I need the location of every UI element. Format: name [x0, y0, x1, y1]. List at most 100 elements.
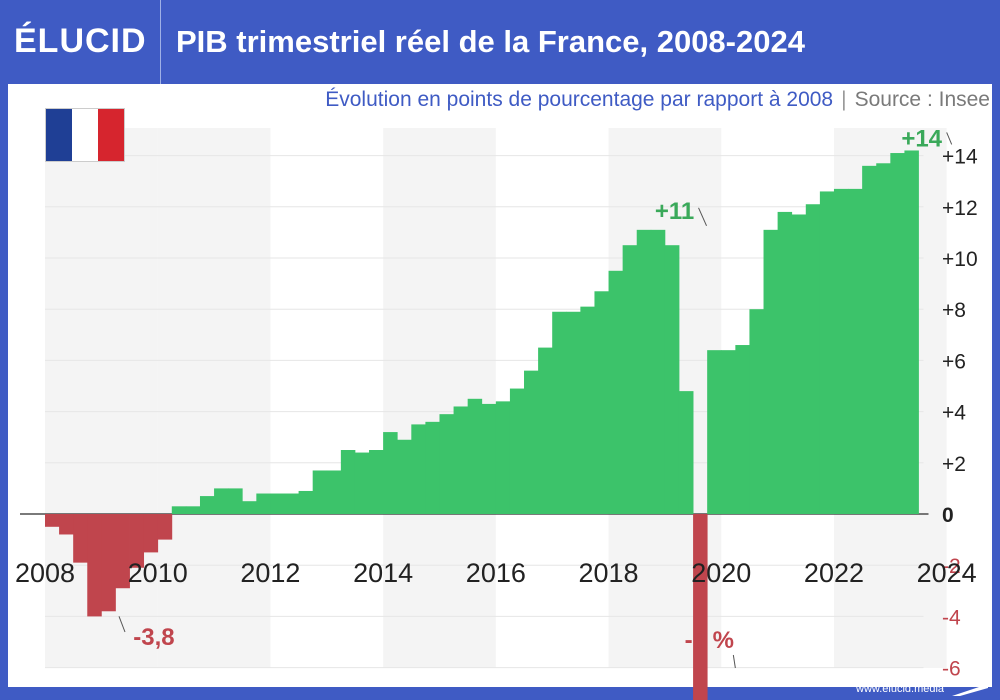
data-bar [763, 229, 779, 514]
data-bar [890, 153, 905, 515]
data-bar [552, 311, 567, 514]
footer-url[interactable]: www.elucid.media [856, 683, 945, 695]
data-bar [157, 514, 173, 540]
data-bar [425, 421, 440, 514]
data-bar [707, 350, 722, 514]
annotation-label: -8 % [685, 627, 734, 654]
annotation-label: +11 [655, 198, 694, 225]
x-tick-label: 2012 [240, 558, 300, 588]
data-bar [73, 514, 88, 563]
annotation-leader [698, 207, 707, 227]
data-bar [524, 370, 539, 514]
data-bar [636, 229, 652, 514]
data-bar [538, 347, 553, 514]
x-tick-label: 2024 [917, 558, 977, 588]
page-title: PIB trimestriel réel de la France, 2008-… [176, 24, 805, 59]
data-bar [664, 245, 680, 514]
chart-subtitle: Évolution en points de pourcentage par r… [325, 88, 834, 111]
x-tick-label: 2008 [15, 558, 75, 588]
annotation-leaders [118, 132, 953, 669]
data-bar [284, 493, 299, 514]
data-bar [383, 432, 398, 514]
data-bar [566, 311, 581, 514]
france-flag-icon [45, 108, 125, 162]
x-axis-ticks: 2008 2010 2012 2014 2016 2018 2020 2022 2024 [15, 558, 977, 588]
data-bar [721, 350, 736, 514]
year-band [157, 128, 271, 668]
data-bar [199, 496, 215, 514]
data-bar [59, 514, 74, 535]
y-tick-label: +8 [942, 299, 966, 322]
data-bar [791, 214, 807, 515]
data-bar [735, 345, 750, 514]
data-bar [509, 388, 525, 514]
data-bar [580, 306, 595, 514]
source-separator: | [841, 88, 847, 111]
data-bar [242, 501, 257, 514]
data-bar [369, 450, 384, 514]
data-bar [819, 191, 835, 514]
data-bar [129, 514, 145, 568]
data-bar [87, 514, 102, 617]
year-band [383, 128, 496, 668]
data-bar [270, 493, 285, 514]
annotation-leader [946, 132, 953, 145]
x-tick-label: 2016 [466, 558, 526, 588]
data-bar [354, 452, 370, 514]
data-bar [256, 493, 271, 514]
data-bar [228, 488, 243, 514]
data-bar [171, 506, 187, 514]
y-axis-ticks: +14 +12 +10 +8 +6 +4 +2 0 -2 -4 -6 [942, 146, 978, 681]
data-bar [467, 398, 483, 514]
data-bar [608, 270, 624, 514]
data-bar [185, 506, 201, 514]
x-tick-label: 2022 [804, 558, 864, 588]
y-tick-label: -6 [942, 658, 961, 681]
chart-bands [45, 128, 947, 668]
data-bar [101, 514, 116, 612]
data-bar [439, 414, 454, 514]
y-tick-label: -2 [942, 555, 961, 578]
elucid-logo[interactable]: ÉLUCID [14, 22, 147, 60]
chart-bars [45, 150, 919, 700]
annotation-label: +14 [901, 125, 942, 152]
data-bar [214, 488, 229, 514]
annotation-label: -3,8 [133, 624, 174, 651]
data-bar [298, 490, 314, 514]
y-tick-label: +2 [942, 453, 966, 476]
data-bar [340, 450, 356, 514]
data-bar [678, 391, 694, 514]
y-tick-label: 0 [942, 504, 954, 527]
elucid-mark-icon [952, 684, 988, 696]
data-bar [453, 406, 469, 514]
data-bar [876, 163, 891, 514]
x-tick-label: 2014 [353, 558, 413, 588]
annotation-leader [732, 654, 736, 669]
data-bar [749, 309, 764, 514]
x-tick-label: 2010 [128, 558, 188, 588]
header-divider [160, 0, 161, 84]
data-bar [143, 514, 159, 553]
data-bar [495, 401, 511, 514]
y-tick-label: +14 [942, 146, 978, 169]
data-bar [777, 211, 793, 515]
y-tick-label: +6 [942, 350, 966, 373]
data-bar [848, 188, 863, 514]
y-tick-label: +12 [942, 197, 978, 220]
data-bar [397, 439, 412, 514]
data-bar [411, 424, 426, 514]
header: ÉLUCID PIB trimestriel réel de la France… [0, 0, 1000, 84]
x-tick-label: 2018 [579, 558, 639, 588]
data-bar [862, 165, 877, 514]
data-bar [693, 514, 708, 700]
data-bar [805, 204, 821, 515]
y-tick-label: -4 [942, 606, 961, 629]
data-bar [622, 245, 638, 514]
data-bar [115, 514, 130, 589]
x-tick-label: 2020 [691, 558, 751, 588]
subtitle-row: Évolution en points de pourcentage par r… [170, 88, 990, 118]
data-bar [45, 514, 60, 527]
data-bar [833, 188, 849, 514]
chart-annotations: -3,8 -8 % +11 +14 [133, 125, 942, 654]
